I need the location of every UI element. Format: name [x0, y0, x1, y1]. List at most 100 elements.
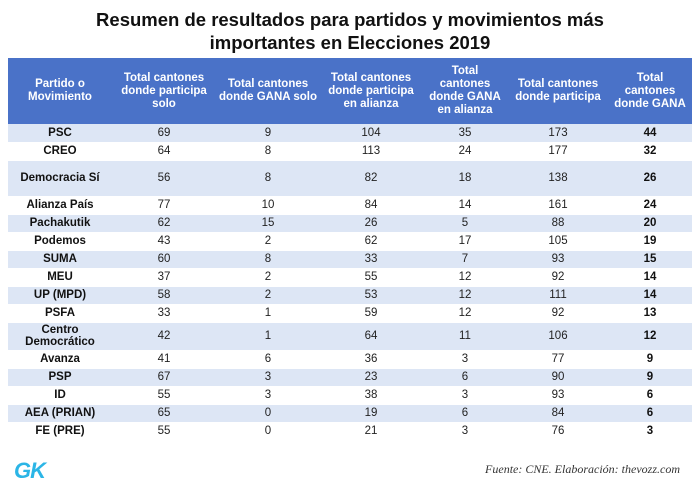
table-row: PSFA 33 1 59 12 92 13 [8, 304, 692, 323]
gana-solo-cell: 1 [216, 322, 320, 351]
title-line-1: Resumen de resultados para partidos y mo… [96, 9, 604, 30]
participa-alianza-cell: 19 [320, 404, 422, 423]
party-cell: UP (MPD) [8, 286, 112, 305]
party-cell: Podemos [8, 232, 112, 251]
gk-logo: GK [14, 458, 46, 483]
gana-solo-cell: 3 [216, 368, 320, 387]
gana-solo-cell: 8 [216, 250, 320, 269]
participa-total-cell: 77 [508, 350, 608, 369]
participa-alianza-cell: 55 [320, 268, 422, 287]
participa-total-cell: 90 [508, 368, 608, 387]
gana-alianza-cell: 35 [422, 124, 508, 143]
table-row: FE (PRE) 55 0 21 3 76 3 [8, 422, 692, 441]
participa-solo-cell: 55 [112, 386, 216, 405]
participa-total-cell: 138 [508, 160, 608, 197]
participa-alianza-cell: 36 [320, 350, 422, 369]
gana-total-cell: 44 [608, 124, 692, 143]
gana-solo-cell: 0 [216, 404, 320, 423]
participa-alianza-cell: 33 [320, 250, 422, 269]
gana-alianza-cell: 12 [422, 268, 508, 287]
participa-alianza-cell: 62 [320, 232, 422, 251]
party-cell: PSC [8, 124, 112, 143]
gana-total-cell: 13 [608, 304, 692, 323]
column-header-participa-solo: Total cantones donde participa solo [112, 58, 216, 124]
participa-alianza-cell: 64 [320, 322, 422, 351]
participa-total-cell: 93 [508, 386, 608, 405]
gana-alianza-cell: 12 [422, 286, 508, 305]
party-cell: Pachakutik [8, 214, 112, 233]
gana-total-cell: 3 [608, 422, 692, 441]
participa-alianza-cell: 104 [320, 124, 422, 143]
gana-alianza-cell: 11 [422, 322, 508, 351]
gana-solo-cell: 15 [216, 214, 320, 233]
party-cell: Democracia Sí [8, 160, 112, 197]
participa-solo-cell: 67 [112, 368, 216, 387]
gana-solo-cell: 10 [216, 196, 320, 215]
gana-total-cell: 24 [608, 196, 692, 215]
column-header-participa-total: Total cantones donde participa [508, 58, 608, 124]
table-row: Avanza 41 6 36 3 77 9 [8, 350, 692, 369]
gana-alianza-cell: 5 [422, 214, 508, 233]
party-cell: Avanza [8, 350, 112, 369]
participa-solo-cell: 37 [112, 268, 216, 287]
participa-alianza-cell: 21 [320, 422, 422, 441]
gana-total-cell: 32 [608, 142, 692, 161]
gana-solo-cell: 8 [216, 160, 320, 197]
results-table-container: Partido o Movimiento Total cantones dond… [8, 58, 692, 441]
table-body: PSC 69 9 104 35 173 44 CREO 64 8 113 24 177 32 Democra… [8, 124, 692, 441]
gana-alianza-cell: 24 [422, 142, 508, 161]
gana-total-cell: 14 [608, 286, 692, 305]
gana-solo-cell: 6 [216, 350, 320, 369]
participa-alianza-cell: 113 [320, 142, 422, 161]
participa-total-cell: 92 [508, 268, 608, 287]
participa-solo-cell: 41 [112, 350, 216, 369]
column-header-gana-solo: Total cantones donde GANA solo [216, 58, 320, 124]
gana-solo-cell: 0 [216, 422, 320, 441]
participa-alianza-cell: 23 [320, 368, 422, 387]
participa-solo-cell: 42 [112, 322, 216, 351]
gana-total-cell: 6 [608, 386, 692, 405]
party-cell: Alianza País [8, 196, 112, 215]
table-row: ID 55 3 38 3 93 6 [8, 386, 692, 405]
participa-alianza-cell: 59 [320, 304, 422, 323]
participa-alianza-cell: 82 [320, 160, 422, 197]
participa-solo-cell: 64 [112, 142, 216, 161]
table-header-row: Partido o Movimiento Total cantones dond… [8, 58, 692, 124]
table-row: Alianza País 77 10 84 14 161 24 [8, 196, 692, 215]
table-row: CREO 64 8 113 24 177 32 [8, 142, 692, 161]
table-row: MEU 37 2 55 12 92 14 [8, 268, 692, 287]
table-row: Podemos 43 2 62 17 105 19 [8, 232, 692, 251]
party-cell: CREO [8, 142, 112, 161]
gana-total-cell: 26 [608, 160, 692, 197]
participa-alianza-cell: 53 [320, 286, 422, 305]
column-header-gana-alianza: Total cantones donde GANA en alianza [422, 58, 508, 124]
gana-total-cell: 14 [608, 268, 692, 287]
participa-solo-cell: 77 [112, 196, 216, 215]
participa-alianza-cell: 38 [320, 386, 422, 405]
participa-alianza-cell: 84 [320, 196, 422, 215]
gana-alianza-cell: 3 [422, 422, 508, 441]
participa-total-cell: 106 [508, 322, 608, 351]
table-row: Pachakutik 62 15 26 5 88 20 [8, 214, 692, 233]
participa-total-cell: 105 [508, 232, 608, 251]
party-cell: FE (PRE) [8, 422, 112, 441]
title-line-2: importantes en Elecciones 2019 [209, 32, 491, 53]
gana-solo-cell: 8 [216, 142, 320, 161]
page-title: Resumen de resultados para partidos y mo… [0, 8, 700, 54]
participa-solo-cell: 62 [112, 214, 216, 233]
table-row: AEA (PRIAN) 65 0 19 6 84 6 [8, 404, 692, 423]
table-row: UP (MPD) 58 2 53 12 111 14 [8, 286, 692, 305]
participa-total-cell: 93 [508, 250, 608, 269]
party-cell: ID [8, 386, 112, 405]
participa-solo-cell: 55 [112, 422, 216, 441]
participa-solo-cell: 69 [112, 124, 216, 143]
participa-solo-cell: 58 [112, 286, 216, 305]
gana-alianza-cell: 17 [422, 232, 508, 251]
participa-total-cell: 76 [508, 422, 608, 441]
table-row: PSP 67 3 23 6 90 9 [8, 368, 692, 387]
participa-total-cell: 88 [508, 214, 608, 233]
party-cell: Centro Democrático [8, 322, 112, 351]
gana-total-cell: 6 [608, 404, 692, 423]
participa-total-cell: 177 [508, 142, 608, 161]
gana-solo-cell: 9 [216, 124, 320, 143]
